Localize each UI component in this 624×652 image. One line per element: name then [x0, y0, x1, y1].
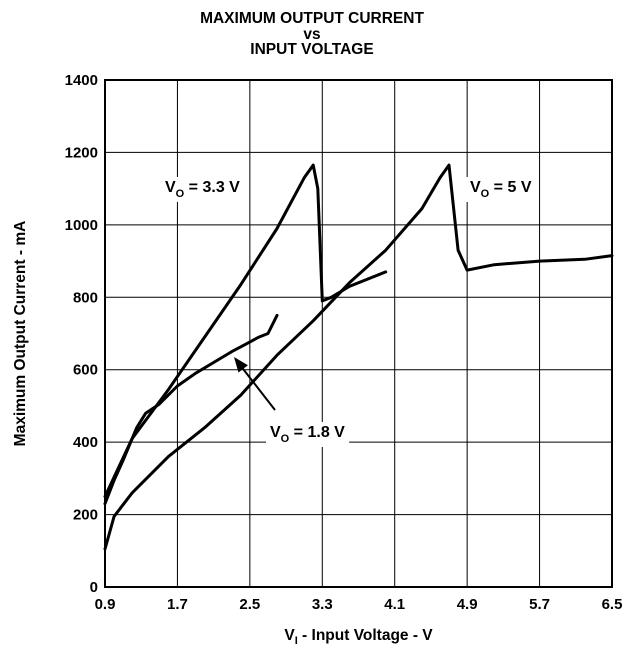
y-tick-label-4: 800: [73, 289, 98, 306]
x-tick-label-6: 5.7: [529, 596, 550, 613]
series-group: [103, 163, 614, 551]
y-tick-label-0: 0: [90, 579, 98, 596]
x-tick-label-2: 2.5: [239, 596, 260, 613]
y-tick-label-2: 400: [73, 434, 98, 451]
y-tick-label-5: 1000: [65, 217, 98, 234]
annotation-arrow-head: [234, 357, 248, 373]
chart-title-line-3: INPUT VOLTAGE: [250, 41, 374, 58]
y-tick-label-7: 1400: [65, 72, 98, 89]
series-line-0: [103, 163, 388, 498]
ann1-backing: [466, 177, 536, 202]
series-line-2: [103, 313, 279, 506]
x-axis-label: VI - Input Voltage - V: [284, 627, 433, 647]
y-tick-label-1: 200: [73, 507, 98, 524]
y-tick-label-3: 600: [73, 362, 98, 379]
annotation-vo-5: VO = 5 V: [470, 179, 532, 200]
chart-title-line-2: vs: [303, 26, 321, 43]
y-tick-label-6: 1200: [65, 144, 98, 161]
chart-title-line-1: MAXIMUM OUTPUT CURRENT: [200, 10, 424, 27]
annotation-arrow-line: [239, 364, 276, 411]
grid-lines: [104, 79, 613, 588]
x-tick-label-1: 1.7: [167, 596, 188, 613]
ann0-backing: [161, 177, 245, 202]
annotation-vo-3-3: VO = 3.3 V: [165, 179, 240, 200]
annotation-vo-1-8: VO = 1.8 V: [270, 424, 345, 445]
x-tick-label-5: 4.9: [457, 596, 478, 613]
x-tick-label-3: 3.3: [312, 596, 333, 613]
ann2-backing: [266, 422, 350, 447]
series-line-1: [103, 163, 614, 551]
plot-frame: [104, 79, 613, 588]
tick-labels: 0.9 1.7 2.5 3.3 4.1 4.9 5.7 6.5 0 200 400 600 800 100…: [65, 72, 623, 613]
x-tick-label-4: 4.1: [384, 596, 405, 613]
x-tick-label-0: 0.9: [95, 596, 116, 613]
x-tick-label-7: 6.5: [602, 596, 623, 613]
y-axis-label: Maximum Output Current - mA: [12, 221, 29, 447]
